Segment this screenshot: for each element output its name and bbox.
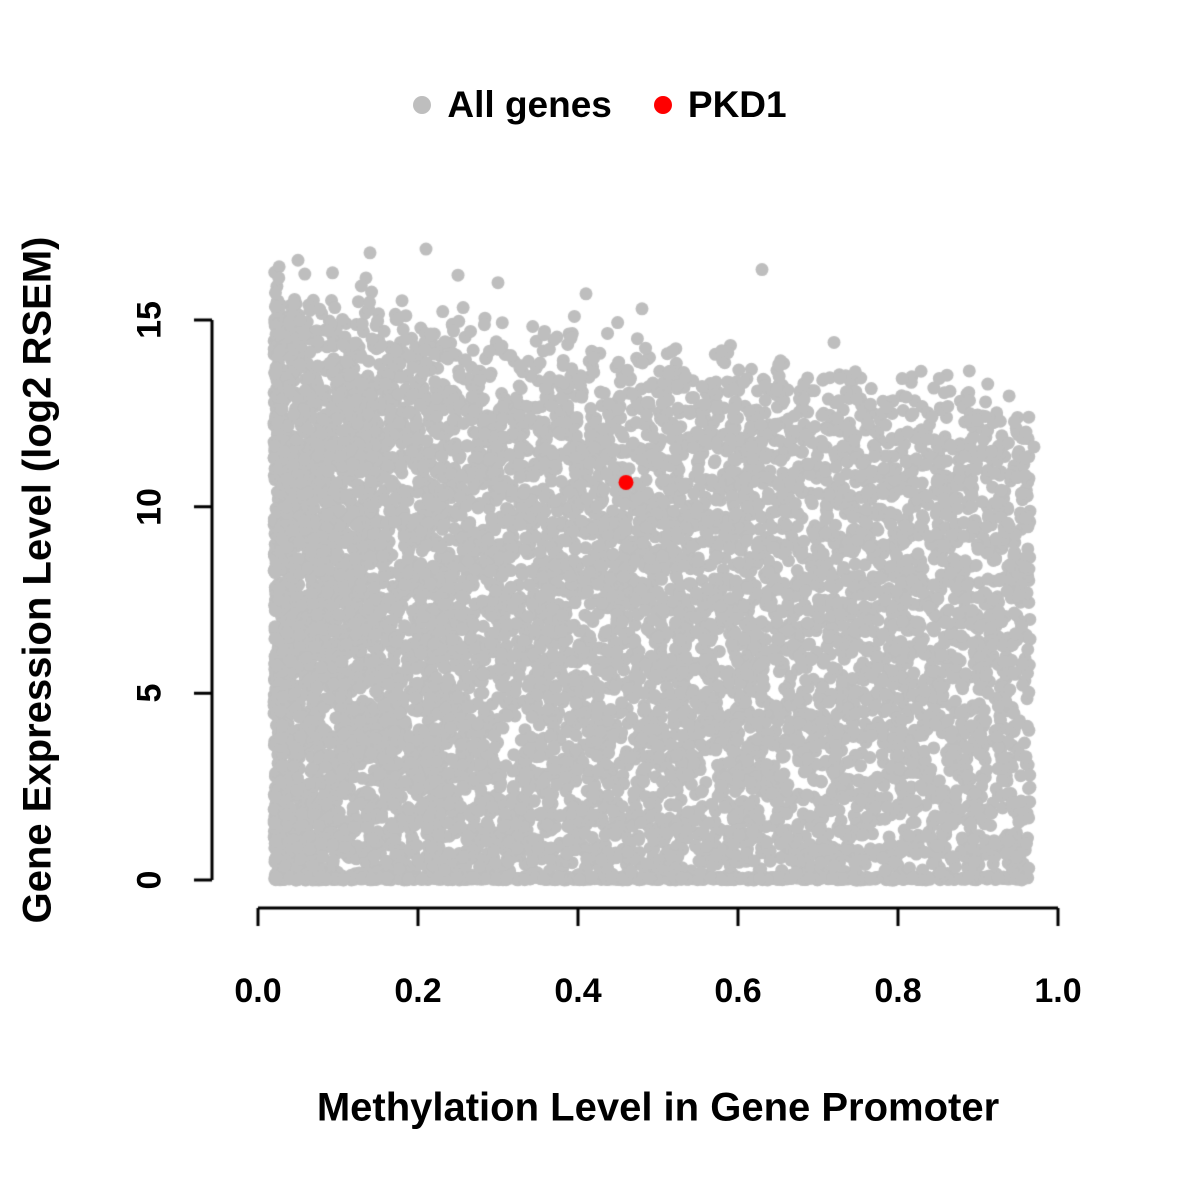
all-genes-marker-icon bbox=[413, 96, 432, 114]
x-tick-label: 0.2 bbox=[394, 972, 442, 1010]
x-axis-title: Methylation Level in Gene Promoter bbox=[316, 1085, 1000, 1130]
x-tick-label: 0.6 bbox=[714, 972, 762, 1010]
legend-item-pkd1: PKD1 bbox=[653, 84, 787, 126]
pkd1-marker-icon bbox=[653, 96, 672, 114]
x-tick-label: 0.4 bbox=[554, 972, 602, 1010]
legend-label-all-genes: All genes bbox=[447, 84, 612, 125]
x-tick-label: 1.0 bbox=[1034, 972, 1082, 1010]
y-tick-label: 15 bbox=[130, 301, 169, 339]
y-tick-label: 5 bbox=[130, 683, 169, 703]
y-axis-title: Gene Expression Level (log2 RSEM) bbox=[15, 236, 60, 924]
legend-item-all-genes: All genes bbox=[413, 84, 612, 126]
y-tick-label: 0 bbox=[130, 870, 169, 890]
y-tick-label: 10 bbox=[130, 488, 169, 526]
x-tick-label: 0.0 bbox=[234, 972, 282, 1010]
x-tick-label: 0.8 bbox=[874, 972, 922, 1010]
legend-label-pkd1: PKD1 bbox=[687, 84, 787, 125]
legend: All genes PKD1 bbox=[0, 84, 1200, 126]
